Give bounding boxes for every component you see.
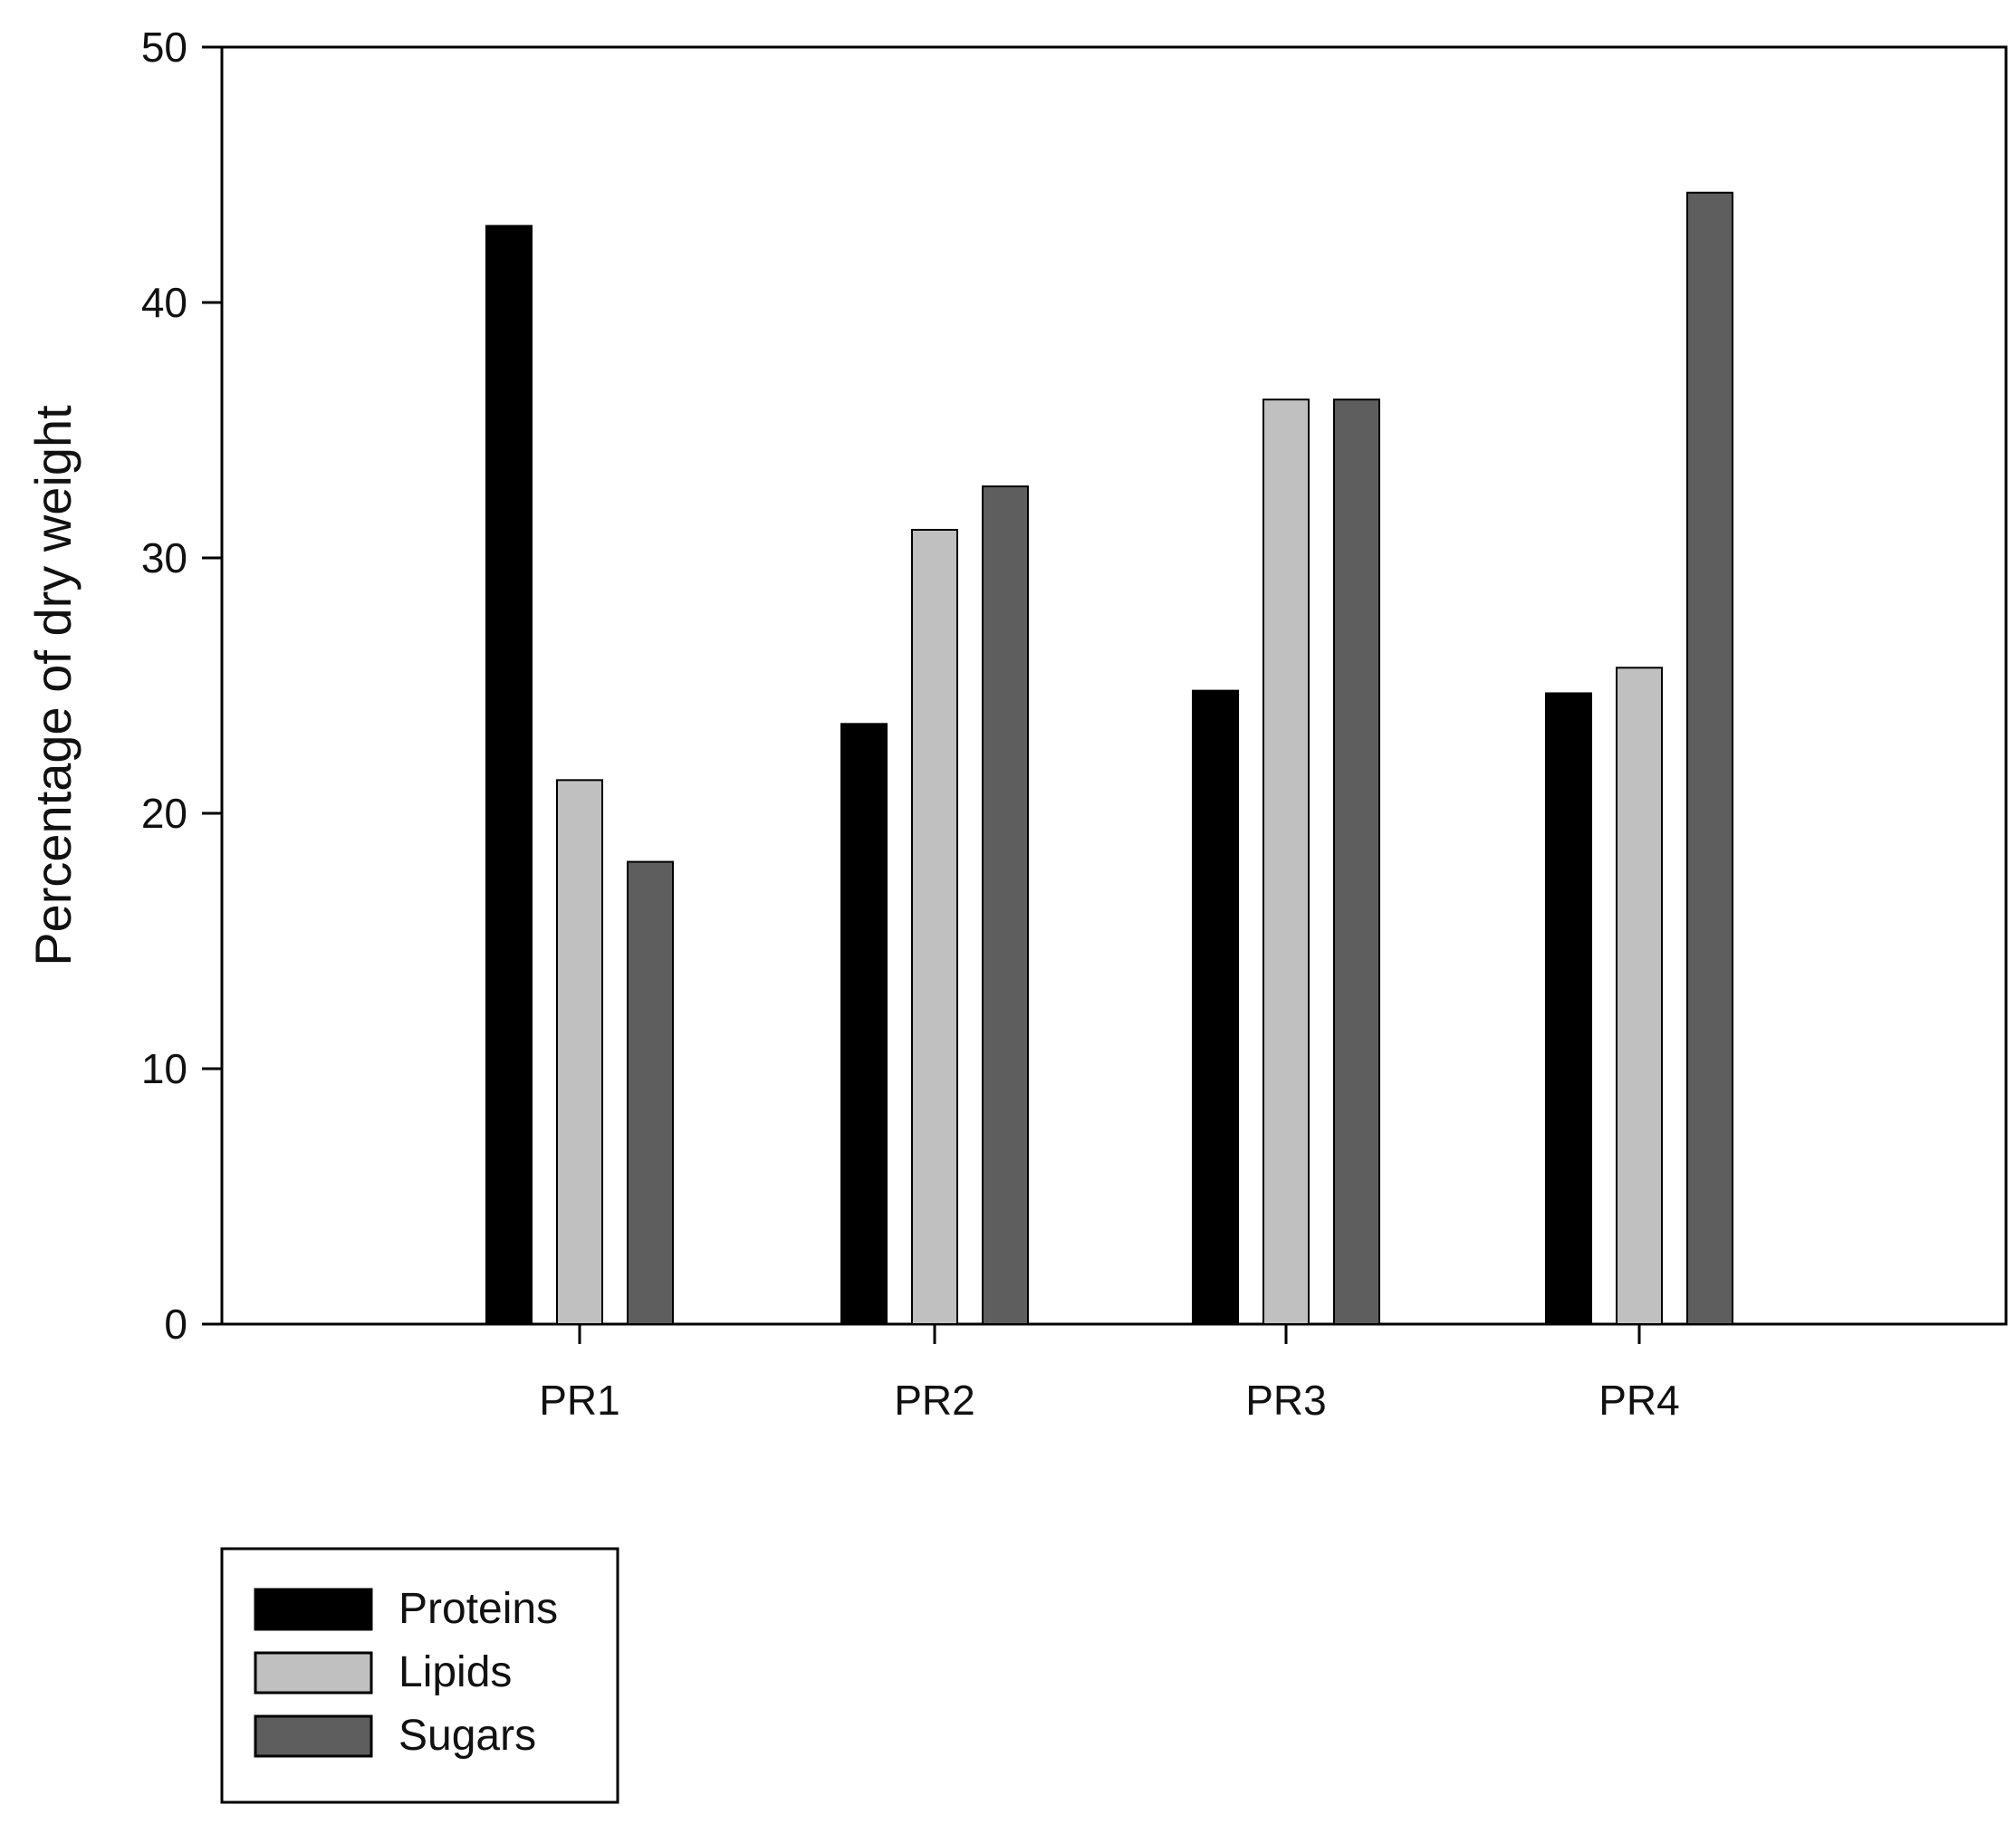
y-tick-label: 40 [141,279,187,326]
legend-label-lipids: Lipids [398,1648,512,1696]
bar-sugars-pr3 [1333,398,1380,1326]
x-axis: PR1 PR2 PR3 PR4 [539,1324,1680,1424]
y-tick-label: 50 [141,24,187,71]
legend-swatch-proteins [254,1588,373,1631]
bars-layer [485,191,1733,1326]
bar-proteins-pr4 [1545,692,1592,1325]
y-tick-label: 0 [164,1301,187,1348]
plot-border [220,45,2008,1326]
bar-lipids-pr2 [911,528,958,1325]
x-category-label: PR1 [539,1377,619,1424]
bar-proteins-pr1 [485,225,533,1325]
bar-proteins-pr3 [1192,689,1239,1325]
legend-label-sugars: Sugars [398,1712,536,1760]
bar-lipids-pr3 [1262,398,1310,1326]
bar-lipids-pr1 [556,779,603,1325]
bar-lipids-pr4 [1616,667,1663,1325]
legend: Proteins Lipids Sugars [220,1547,619,1804]
bar-sugars-pr1 [627,860,674,1326]
legend-swatch-lipids [254,1651,373,1695]
legend-label-proteins: Proteins [398,1585,558,1633]
plot-frame [220,45,2008,1326]
bar-proteins-pr2 [840,723,888,1325]
x-category-label: PR3 [1245,1377,1326,1424]
y-tick-label: 20 [141,790,187,837]
y-tick-label: 10 [141,1045,187,1092]
x-category-label: PR2 [894,1377,974,1424]
x-category-label: PR4 [1598,1377,1679,1424]
legend-swatch-sugars [254,1714,373,1758]
y-tick-label: 30 [141,534,187,581]
y-axis-title: Percentage of dry weight [24,405,82,966]
bar-sugars-pr2 [982,485,1029,1325]
bar-sugars-pr4 [1686,191,1733,1326]
y-axis: 0 10 20 30 40 50 [141,24,222,1348]
